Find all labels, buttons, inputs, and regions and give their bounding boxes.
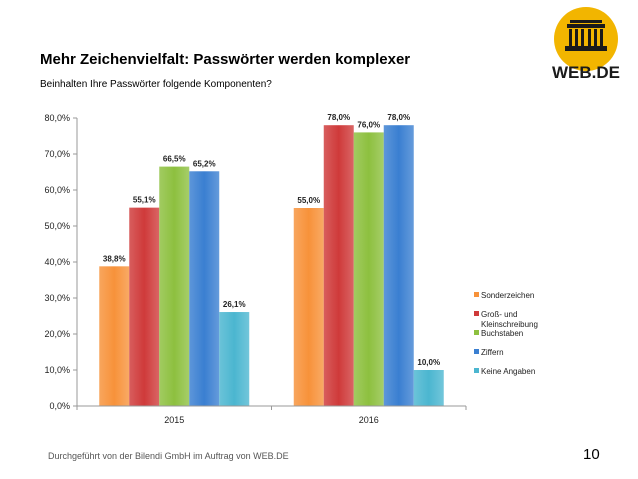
bar [293,208,324,406]
data-label: 78,0% [327,113,350,122]
x-tick-label: 2015 [164,415,184,425]
data-label: 76,0% [357,120,380,129]
x-tick-label: 2016 [359,415,379,425]
page-number: 10 [583,446,600,463]
legend-label: Groß- und [481,310,517,319]
y-tick-label: 50,0% [44,221,70,231]
bar [219,312,250,406]
data-label: 55,0% [297,196,320,205]
data-label: 38,8% [103,254,126,263]
legend-label: Buchstaben [481,329,523,338]
legend-swatch [474,311,479,316]
data-label: 10,0% [417,358,440,367]
y-tick-label: 60,0% [44,185,70,195]
y-tick-label: 30,0% [44,293,70,303]
legend-label: Kleinschreibung [481,320,538,329]
y-tick-label: 80,0% [44,113,70,123]
bar [413,370,444,406]
source-note: Durchgeführt von der Bilendi GmbH im Auf… [48,451,289,461]
bar [323,125,354,406]
legend-swatch [474,292,479,297]
data-label: 26,1% [223,300,246,309]
legend-swatch [474,330,479,335]
bar [129,207,160,406]
logo-text: WEB.DE [552,63,620,82]
data-label: 66,5% [163,155,186,164]
legend-label: Ziffern [481,348,504,357]
y-tick-label: 70,0% [44,149,70,159]
bar [99,266,130,406]
chart-question: Beinhalten Ihre Passwörter folgende Komp… [40,79,272,90]
data-label: 65,2% [193,159,216,168]
bar [383,125,414,406]
legend-swatch [474,368,479,373]
y-tick-label: 40,0% [44,257,70,267]
legend-label: Sonderzeichen [481,291,534,300]
y-tick-label: 20,0% [44,329,70,339]
data-label: 55,1% [133,196,156,205]
page-title: Mehr Zeichenvielfalt: Passwörter werden … [40,51,411,68]
data-label: 78,0% [387,113,410,122]
bar [189,171,220,406]
bar [353,132,384,406]
webde-logo: WEB.DE [540,6,632,86]
bar [159,166,190,406]
y-tick-label: 0,0% [49,401,70,411]
legend-swatch [474,349,479,354]
legend-label: Keine Angaben [481,367,535,376]
y-tick-label: 10,0% [44,365,70,375]
